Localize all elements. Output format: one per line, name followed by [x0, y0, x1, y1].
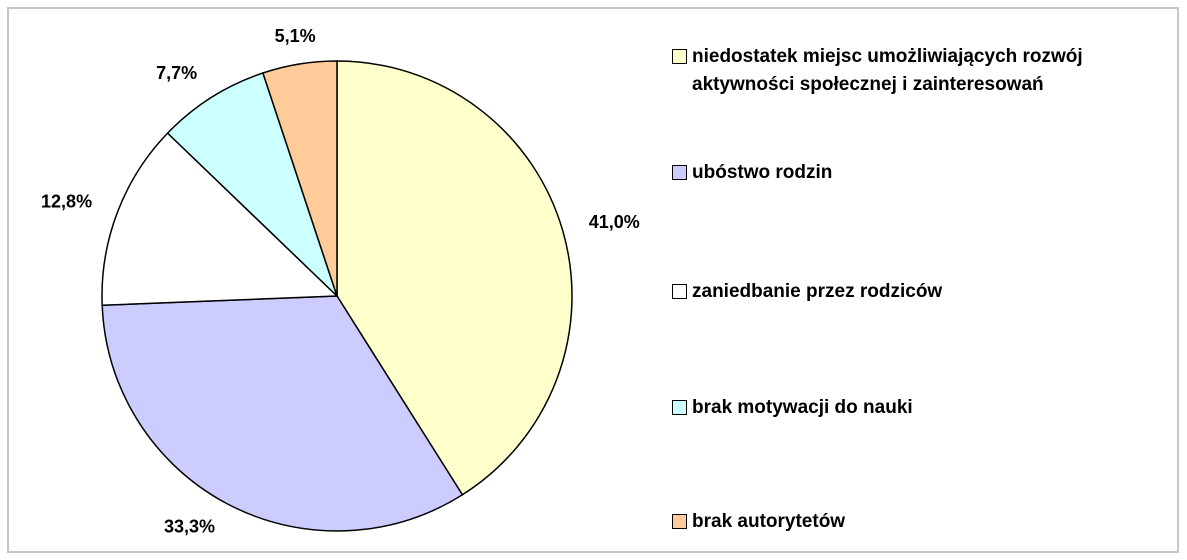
pie-slice [101, 295, 464, 532]
data-label: 41,0% [589, 212, 640, 232]
legend-item: niedostatek miejsc umożliwiających rozwó… [672, 43, 1172, 99]
legend-label: brak autorytetów [692, 511, 846, 532]
legend-label: brak motywacji do nauki [692, 397, 913, 418]
legend-swatch [672, 400, 687, 415]
data-label: 12,8% [41, 192, 92, 212]
pie-slice [166, 72, 338, 297]
data-label: 33,3% [164, 517, 215, 537]
legend-swatch [672, 514, 687, 529]
legend-swatch [672, 165, 687, 180]
legend-item: brak autorytetów [672, 508, 1172, 536]
legend-swatch [672, 284, 687, 299]
data-label: 5,1% [275, 26, 316, 46]
legend-item: ubóstwo rodzin [672, 159, 1172, 187]
legend-label: ubóstwo rodzin [692, 162, 833, 183]
pie-slice [261, 60, 338, 297]
data-label: 7,7% [156, 63, 197, 83]
frame [7, 7, 1179, 553]
legend-label: zaniedbanie przez rodziców [692, 281, 943, 302]
legend-swatch [672, 49, 687, 64]
legend-item: brak motywacji do nauki [672, 394, 1172, 422]
pie-slice [101, 132, 339, 307]
pie-slice [336, 60, 573, 496]
legend-label: niedostatek miejsc umożliwiających rozwó… [692, 46, 1083, 95]
legend-item: zaniedbanie przez rodziców [672, 278, 1172, 306]
